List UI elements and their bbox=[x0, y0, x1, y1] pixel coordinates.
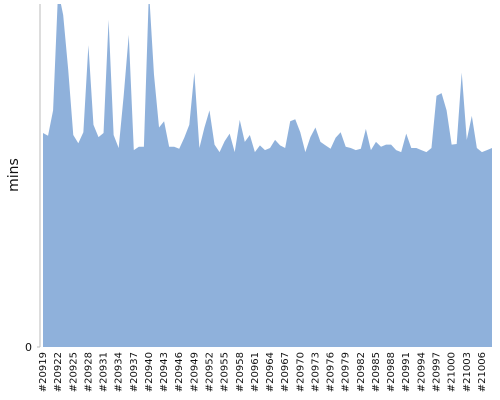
x-tick-label: #20961 bbox=[250, 352, 261, 392]
x-tick-label: #20997 bbox=[432, 352, 443, 392]
x-tick-label: #20919 bbox=[38, 352, 49, 392]
x-tick-label: #20991 bbox=[401, 352, 412, 392]
x-tick-label: #20994 bbox=[416, 352, 427, 392]
x-tick-label: #20988 bbox=[386, 352, 397, 392]
x-tick-label: #20940 bbox=[144, 352, 155, 392]
x-tick-label: #20982 bbox=[356, 352, 367, 392]
x-tick-label: #21006 bbox=[477, 352, 488, 392]
x-tick-label: #20979 bbox=[341, 352, 352, 392]
x-tick-label: #21000 bbox=[447, 352, 458, 392]
x-tick-label: #20934 bbox=[114, 352, 125, 392]
x-tick-label: #20937 bbox=[129, 352, 140, 392]
x-tick-label: #20949 bbox=[189, 352, 200, 392]
x-tick-label: #20985 bbox=[371, 352, 382, 392]
x-tick-label: #20925 bbox=[68, 352, 79, 392]
x-tick-label: #20970 bbox=[295, 352, 306, 392]
x-tick-label: #20946 bbox=[174, 352, 185, 392]
x-tick-label: #20964 bbox=[265, 352, 276, 392]
x-tick-label: #20943 bbox=[159, 352, 170, 392]
x-tick-label: #20958 bbox=[235, 352, 246, 392]
x-tick-label: #21003 bbox=[462, 352, 473, 392]
y-tick-label: 0 bbox=[25, 341, 32, 354]
x-tick-label: #20955 bbox=[220, 352, 231, 392]
x-tick-label: #20928 bbox=[83, 352, 94, 392]
area bbox=[43, 4, 492, 347]
x-tick-label: #20976 bbox=[326, 352, 337, 392]
x-tick-label: #20922 bbox=[53, 352, 64, 392]
x-tick-label: #20931 bbox=[99, 352, 110, 392]
x-tick-label: #20973 bbox=[310, 352, 321, 392]
y-axis-label: mins bbox=[6, 158, 22, 192]
x-tick-label: #20952 bbox=[204, 352, 215, 392]
x-tick-label: #20967 bbox=[280, 352, 291, 392]
